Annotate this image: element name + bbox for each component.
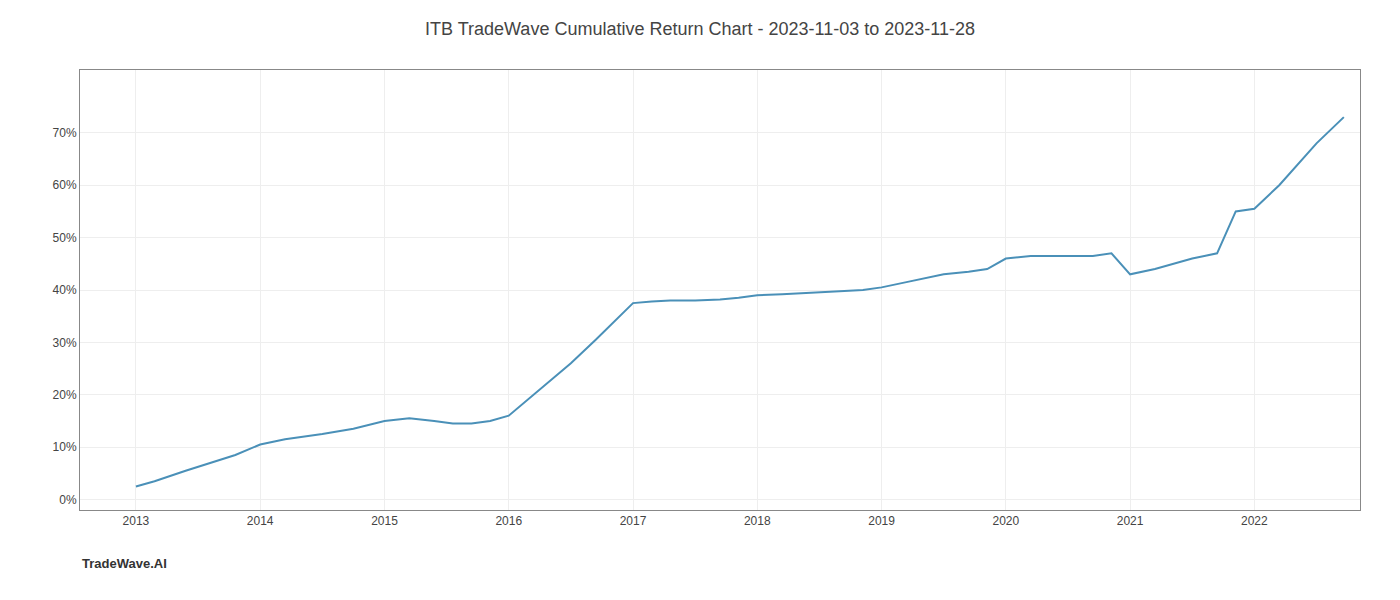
svg-text:TradeWave.AI: TradeWave.AI <box>82 556 167 571</box>
svg-text:2014: 2014 <box>247 514 274 528</box>
svg-text:40%: 40% <box>53 283 77 297</box>
svg-text:70%: 70% <box>53 126 77 140</box>
svg-text:2017: 2017 <box>620 514 647 528</box>
svg-text:0%: 0% <box>59 493 77 507</box>
svg-text:2021: 2021 <box>1117 514 1144 528</box>
svg-text:2016: 2016 <box>495 514 522 528</box>
svg-text:2022: 2022 <box>1241 514 1268 528</box>
svg-text:2019: 2019 <box>868 514 895 528</box>
svg-text:2020: 2020 <box>992 514 1019 528</box>
svg-text:2015: 2015 <box>371 514 398 528</box>
svg-text:30%: 30% <box>53 336 77 350</box>
svg-text:2018: 2018 <box>744 514 771 528</box>
svg-text:10%: 10% <box>53 440 77 454</box>
svg-text:50%: 50% <box>53 231 77 245</box>
svg-text:60%: 60% <box>53 178 77 192</box>
svg-text:2013: 2013 <box>123 514 150 528</box>
svg-text:ITB TradeWave Cumulative Retur: ITB TradeWave Cumulative Return Chart - … <box>425 19 975 39</box>
svg-text:20%: 20% <box>53 388 77 402</box>
